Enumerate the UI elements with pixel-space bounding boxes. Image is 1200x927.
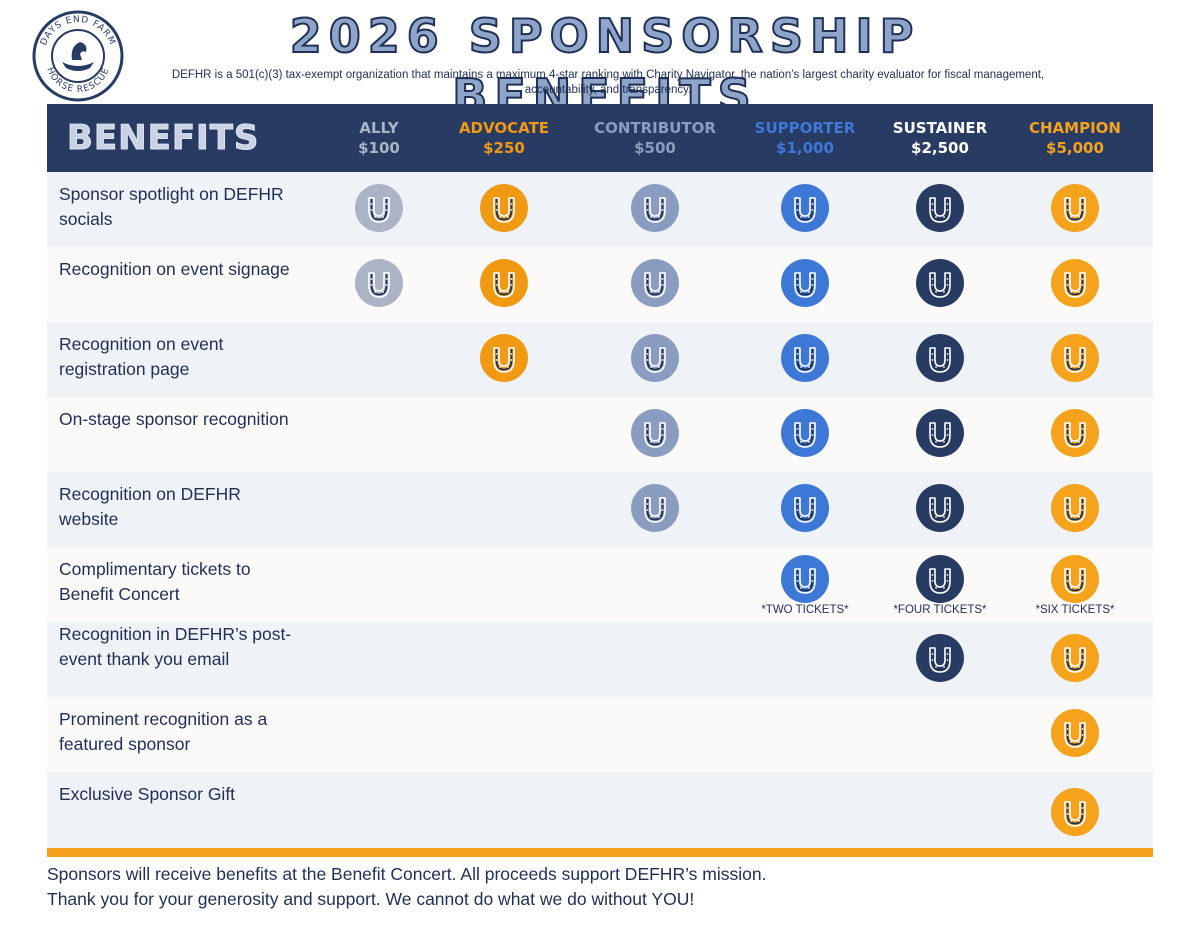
- horseshoe-icon: [480, 334, 528, 382]
- horseshoe-icon: [916, 409, 964, 457]
- subtitle-line-1: DEFHR is a 501(c)(3) tax-exempt organiza…: [171, 69, 1045, 81]
- benefit-row: Sponsor spotlight on DEFHR socials: [47, 172, 1153, 247]
- tier-amount: $100: [358, 139, 400, 157]
- benefit-label: Recognition in DEFHR’s post-event thank …: [59, 624, 292, 669]
- tier-name: ALLY: [359, 119, 399, 137]
- tier-header-contributor: CONTRIBUTOR $500: [580, 118, 730, 158]
- tier-header-champion: CHAMPION $5,000: [1000, 118, 1150, 158]
- benefit-row: Recognition in DEFHR’s post-event thank …: [47, 622, 1153, 697]
- footer: Sponsors will receive benefits at the Be…: [47, 862, 1147, 912]
- logo: DAYS END FARM HORSE RESCUE: [32, 10, 124, 102]
- horseshoe-icon: [781, 484, 829, 532]
- benefit-row: Prominent recognition as a featured spon…: [47, 697, 1153, 772]
- table-body: Sponsor spotlight on DEFHR socials Recogn…: [47, 172, 1153, 848]
- benefit-label: Sponsor spotlight on DEFHR socials: [59, 184, 284, 229]
- benefits-heading: BENEFITS: [66, 118, 260, 159]
- benefit-label: Recognition on DEFHR website: [59, 484, 241, 529]
- tier-name: CHAMPION: [1029, 119, 1121, 137]
- horseshoe-icon: [631, 184, 679, 232]
- tier-amount: $1,000: [776, 139, 834, 157]
- page-title: 2026 SPONSORSHIP BENEFITS: [289, 8, 921, 124]
- benefit-label: On-stage sponsor recognition: [59, 409, 289, 429]
- tier-name: SUSTAINER: [892, 119, 988, 137]
- horseshoe-icon: [1051, 184, 1099, 232]
- horseshoe-icon: [916, 555, 964, 603]
- benefit-label: Exclusive Sponsor Gift: [59, 784, 236, 804]
- benefit-row: Recognition on event signage: [47, 247, 1153, 322]
- horseshoe-icon: [1051, 709, 1099, 757]
- horseshoe-icon: [480, 184, 528, 232]
- horseshoe-icon: [1051, 634, 1099, 682]
- benefit-label: Complimentary tickets to Benefit Concert: [59, 559, 251, 604]
- benefit-label: Prominent recognition as a featured spon…: [59, 709, 268, 754]
- benefit-row: Recognition on DEFHR website: [47, 472, 1153, 547]
- horseshoe-icon: [916, 184, 964, 232]
- benefits-table: BENEFITS ALLY $100 ADVOCATE $250 CONTRIBUTOR…: [47, 104, 1153, 857]
- horseshoe-icon: [1051, 788, 1099, 836]
- tier-name: SUPPORTER: [754, 119, 856, 137]
- horseshoe-icon: [781, 184, 829, 232]
- tier-header-ally: ALLY $100: [304, 118, 454, 158]
- tier-header-sustainer: SUSTAINER $2,500: [865, 118, 1015, 158]
- tier-amount: $250: [483, 139, 525, 157]
- tier-header-advocate: ADVOCATE $250: [429, 118, 579, 158]
- horseshoe-icon: [916, 634, 964, 682]
- horseshoe-icon: [631, 484, 679, 532]
- horseshoe-icon: [1051, 259, 1099, 307]
- horseshoe-icon: [355, 259, 403, 307]
- subtitle: DEFHR is a 501(c)(3) tax-exempt organiza…: [128, 68, 1088, 98]
- footer-line-1: Sponsors will receive benefits at the Be…: [47, 864, 767, 884]
- horseshoe-icon: [916, 484, 964, 532]
- bottom-accent-bar: [47, 848, 1153, 857]
- benefit-row: Complimentary tickets to Benefit Concert…: [47, 547, 1153, 622]
- horseshoe-icon: [355, 184, 403, 232]
- horseshoe-icon: [631, 259, 679, 307]
- benefit-row: Recognition on event registration page: [47, 322, 1153, 397]
- horseshoe-icon: [631, 409, 679, 457]
- tier-amount: $5,000: [1046, 139, 1104, 157]
- horseshoe-icon: [1051, 334, 1099, 382]
- ticket-note: *FOUR TICKETS*: [893, 604, 987, 616]
- footer-line-2: Thank you for your generosity and suppor…: [47, 889, 695, 909]
- tier-name: CONTRIBUTOR: [594, 119, 716, 137]
- horseshoe-icon: [781, 555, 829, 603]
- benefit-label: Recognition on event signage: [59, 259, 290, 279]
- table-header: BENEFITS ALLY $100 ADVOCATE $250 CONTRIBUTOR…: [47, 104, 1153, 172]
- tier-name: ADVOCATE: [458, 119, 550, 137]
- tier-amount: $2,500: [911, 139, 969, 157]
- horseshoe-icon: [781, 259, 829, 307]
- tier-amount: $500: [634, 139, 676, 157]
- horseshoe-icon: [916, 334, 964, 382]
- subtitle-line-2: accountability, and transparency.: [524, 84, 692, 96]
- horseshoe-icon: [916, 259, 964, 307]
- horseshoe-icon: [781, 409, 829, 457]
- horseshoe-icon: [1051, 409, 1099, 457]
- tier-header-supporter: SUPPORTER $1,000: [730, 118, 880, 158]
- horseshoe-icon: [781, 334, 829, 382]
- horseshoe-icon: [631, 334, 679, 382]
- horseshoe-icon: [480, 259, 528, 307]
- horseshoe-icon: [1051, 555, 1099, 603]
- benefit-row: Exclusive Sponsor Gift: [47, 772, 1153, 848]
- ticket-note: *TWO TICKETS*: [761, 604, 849, 616]
- ticket-note: *SIX TICKETS*: [1035, 604, 1115, 616]
- benefit-label: Recognition on event registration page: [59, 334, 224, 379]
- horseshoe-icon: [1051, 484, 1099, 532]
- benefit-row: On-stage sponsor recognition: [47, 397, 1153, 472]
